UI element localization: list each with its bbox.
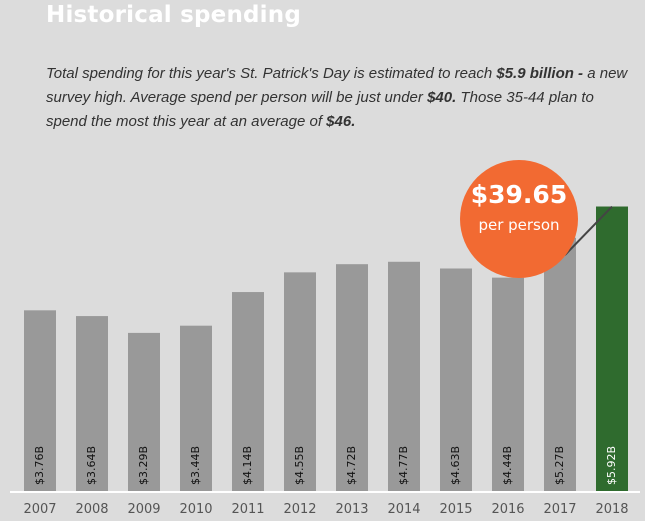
intro-part-1: Total spending for this year's St. Patri… — [46, 65, 497, 82]
x-tick-2008: 2008 — [75, 502, 108, 517]
data-label-2015: $4.63B — [449, 446, 462, 485]
intro-bold-2: $40. — [427, 89, 457, 106]
intro-part-3: Those 35-44 plan to spend the most this … — [46, 89, 594, 130]
x-tick-2016: 2016 — [491, 502, 524, 517]
bar-2016 — [492, 277, 524, 491]
intro-text: Total spending for this year's St. Patri… — [46, 62, 636, 134]
callout-leader-line — [564, 205, 613, 256]
intro-bold-3: $46. — [326, 113, 356, 130]
intro-bold-1: $5.9 billion - — [496, 65, 584, 82]
intro-part-2: a new survey high. Average spend per per… — [46, 65, 628, 106]
x-tick-2014: 2014 — [387, 502, 420, 517]
data-label-2008: $3.64B — [85, 446, 98, 485]
x-tick-2015: 2015 — [439, 502, 472, 517]
callout-label: per person — [478, 216, 560, 234]
data-label-2007: $3.76B — [33, 446, 46, 485]
data-label-2014: $4.77B — [397, 446, 410, 485]
x-tick-2010: 2010 — [179, 502, 212, 517]
x-tick-2013: 2013 — [335, 502, 368, 517]
bar-2012 — [284, 272, 316, 491]
bar-2009 — [128, 332, 160, 491]
data-label-2018: $5.92B — [605, 446, 618, 485]
x-tick-2011: 2011 — [231, 502, 264, 517]
x-tick-2017: 2017 — [543, 502, 576, 517]
bar-2007 — [24, 310, 56, 491]
x-tick-2009: 2009 — [127, 502, 160, 517]
data-label-2009: $3.29B — [137, 446, 150, 485]
data-label-2012: $4.55B — [293, 446, 306, 485]
x-tick-2012: 2012 — [283, 502, 316, 517]
bar-2014 — [388, 261, 420, 491]
callout-value: $39.65 — [470, 180, 568, 209]
bar-2008 — [76, 316, 108, 491]
bar-2017 — [544, 237, 576, 491]
data-label-2013: $4.72B — [345, 446, 358, 485]
data-label-2016: $4.44B — [501, 446, 514, 485]
x-tick-2007: 2007 — [23, 502, 56, 517]
bar-2010 — [180, 325, 212, 491]
bar-2013 — [336, 264, 368, 491]
bar-2011 — [232, 292, 264, 491]
bar-2015 — [440, 268, 472, 491]
bar-2018 — [596, 206, 628, 491]
data-label-2011: $4.14B — [241, 446, 254, 485]
x-tick-2018: 2018 — [595, 502, 628, 517]
chart-title: Historical spending — [46, 2, 302, 28]
data-label-2017: $5.27B — [553, 446, 566, 485]
data-label-2010: $3.44B — [189, 446, 202, 485]
per-person-callout: $39.65 per person — [460, 160, 578, 278]
